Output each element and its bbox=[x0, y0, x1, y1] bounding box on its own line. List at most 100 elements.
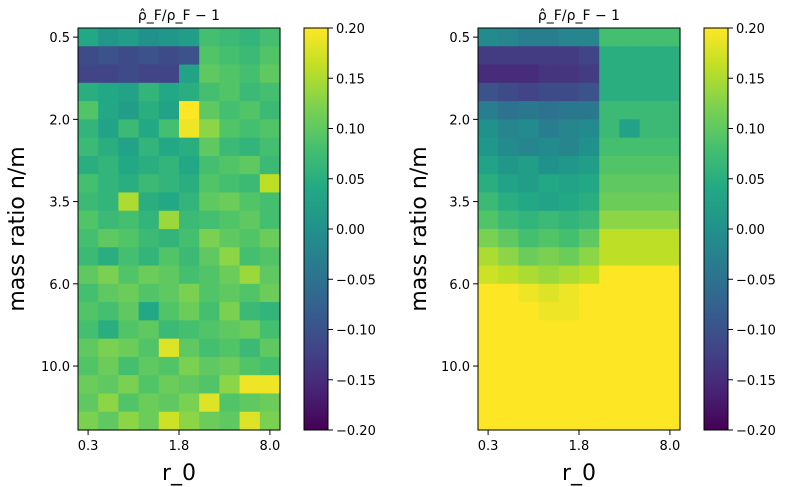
heatmap-cell bbox=[599, 192, 620, 212]
heatmap-cell bbox=[659, 375, 681, 395]
heatmap-cell bbox=[478, 283, 499, 303]
heatmap-cell bbox=[158, 101, 180, 120]
heatmap-cell bbox=[219, 356, 241, 376]
heatmap-cell bbox=[199, 375, 220, 395]
heatmap-cell bbox=[118, 192, 140, 212]
heatmap-cell bbox=[558, 64, 580, 84]
heatmap-cell bbox=[659, 283, 681, 303]
heatmap-cell bbox=[199, 283, 220, 303]
heatmap-cell bbox=[118, 283, 140, 303]
heatmap-cell bbox=[659, 101, 681, 120]
heatmap-cell bbox=[239, 320, 261, 340]
heatmap-cell bbox=[118, 338, 140, 358]
heatmap-cell bbox=[538, 137, 560, 157]
heatmap-cell bbox=[78, 192, 99, 212]
heatmap-cell bbox=[538, 265, 560, 285]
heatmap-cell bbox=[98, 64, 119, 84]
heatmap-cell bbox=[259, 82, 281, 102]
heatmap-cell bbox=[478, 192, 499, 212]
heatmap-cell bbox=[558, 192, 580, 212]
heatmap-cell bbox=[138, 302, 160, 321]
heatmap-cell bbox=[138, 46, 160, 66]
heatmap-cell bbox=[518, 64, 540, 84]
heatmap-cell bbox=[179, 229, 200, 248]
heatmap-cell bbox=[118, 210, 140, 230]
heatmap-cell bbox=[239, 64, 261, 84]
heatmap-cell bbox=[659, 119, 681, 139]
heatmap-cell bbox=[239, 210, 261, 230]
heatmap-cell bbox=[639, 46, 661, 66]
colorbar-tick-label: 0.10 bbox=[336, 123, 365, 138]
heatmap-cell bbox=[639, 28, 661, 47]
heatmap-cell bbox=[579, 155, 600, 175]
heatmap-cell bbox=[518, 320, 540, 340]
heatmap-cell bbox=[579, 411, 600, 431]
heatmap-cell bbox=[478, 375, 499, 395]
heatmap-cell bbox=[98, 265, 119, 285]
chart-title: ρ̂_F/ρ_F − 1 bbox=[138, 8, 220, 24]
heatmap-cell bbox=[199, 356, 220, 376]
heatmap-cell bbox=[98, 119, 119, 139]
heatmap-cell bbox=[659, 137, 681, 157]
heatmap-cell bbox=[659, 320, 681, 340]
x-axis-label: r_0 bbox=[562, 461, 596, 486]
heatmap-cell bbox=[518, 356, 540, 376]
heatmap-cell bbox=[98, 210, 119, 230]
heatmap-cell bbox=[518, 82, 540, 102]
heatmap-cell bbox=[259, 283, 281, 303]
heatmap-cell bbox=[259, 247, 281, 267]
heatmap-cell bbox=[619, 192, 641, 212]
heatmap-cell bbox=[98, 174, 119, 194]
heatmap-cell bbox=[199, 229, 220, 248]
heatmap-cell bbox=[639, 82, 661, 102]
heatmap-cell bbox=[619, 393, 641, 413]
heatmap-cell bbox=[78, 247, 99, 267]
heatmap-cell bbox=[158, 302, 180, 321]
heatmap-cell bbox=[199, 210, 220, 230]
heatmap-cell bbox=[579, 229, 600, 248]
heatmap-cell bbox=[478, 82, 499, 102]
heatmap-cell bbox=[639, 247, 661, 267]
heatmap-cell bbox=[239, 101, 261, 120]
heatmap-cell bbox=[179, 411, 200, 431]
heatmap-cell bbox=[199, 155, 220, 175]
heatmap-cell bbox=[639, 64, 661, 84]
heatmap-cell bbox=[538, 28, 560, 47]
heatmap-cell bbox=[219, 393, 241, 413]
heatmap-cell bbox=[118, 411, 140, 431]
heatmap-cell bbox=[579, 82, 600, 102]
heatmap-cell bbox=[599, 82, 620, 102]
heatmap-cell bbox=[78, 46, 99, 66]
heatmap-cell bbox=[619, 356, 641, 376]
heatmap-cell bbox=[498, 174, 519, 194]
heatmap-cell bbox=[538, 82, 560, 102]
heatmap-cell bbox=[219, 137, 241, 157]
heatmap-cell bbox=[259, 320, 281, 340]
heatmap-cell bbox=[659, 210, 681, 230]
heatmap-cell bbox=[118, 46, 140, 66]
heatmap-cell bbox=[599, 46, 620, 66]
heatmap-cell bbox=[599, 247, 620, 267]
heatmap-cell bbox=[179, 174, 200, 194]
heatmap-cell bbox=[599, 210, 620, 230]
heatmap-cell bbox=[138, 356, 160, 376]
heatmap-cell bbox=[659, 338, 681, 358]
heatmap-cell bbox=[619, 302, 641, 321]
heatmap-cell bbox=[659, 393, 681, 413]
heatmap-cell bbox=[259, 338, 281, 358]
heatmap-cell bbox=[179, 82, 200, 102]
heatmap-cell bbox=[118, 393, 140, 413]
heatmap-cell bbox=[239, 247, 261, 267]
heatmap-cell bbox=[199, 302, 220, 321]
heatmap-cell bbox=[179, 265, 200, 285]
heatmap-cell bbox=[199, 265, 220, 285]
colorbar-tick-label: −0.05 bbox=[336, 273, 376, 288]
heatmap-cell bbox=[259, 210, 281, 230]
heatmap-cell bbox=[498, 82, 519, 102]
heatmap-cell bbox=[158, 229, 180, 248]
heatmap-cell bbox=[478, 155, 499, 175]
heatmap-cell bbox=[239, 375, 261, 395]
heatmap-cell bbox=[579, 101, 600, 120]
heatmap-cell bbox=[518, 155, 540, 175]
